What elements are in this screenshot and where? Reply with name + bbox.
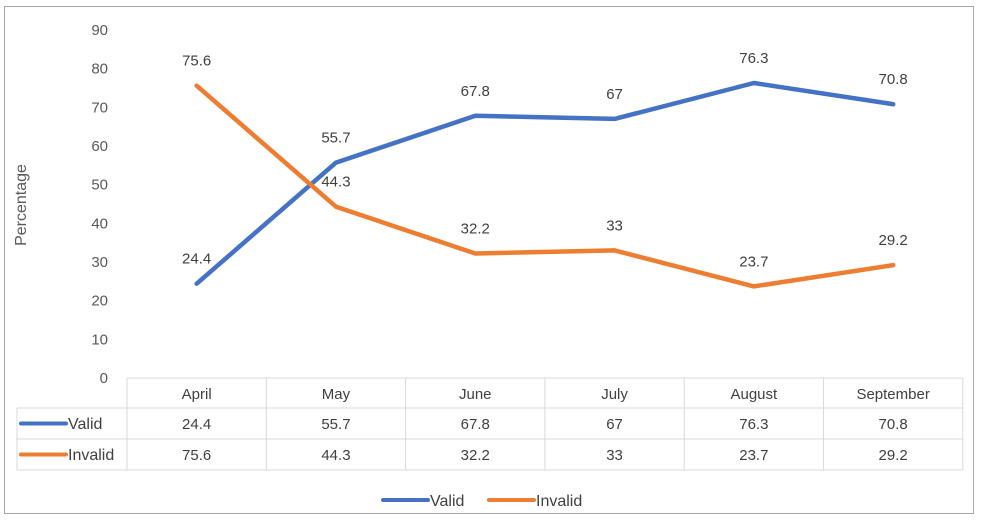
table-series-name: Valid xyxy=(68,416,102,433)
data-point xyxy=(473,113,478,118)
data-label: 32.2 xyxy=(461,220,490,237)
data-point xyxy=(612,248,617,253)
data-label: 75.6 xyxy=(182,53,211,70)
y-tick-label: 0 xyxy=(100,370,108,387)
x-category-label: April xyxy=(182,386,212,403)
table-cell: 32.2 xyxy=(461,447,490,464)
table-cell: 24.4 xyxy=(182,416,211,433)
data-label: 76.3 xyxy=(739,50,768,67)
y-tick-label: 90 xyxy=(91,22,108,39)
data-table: April May June July August September Valid 24.4… xyxy=(16,377,964,471)
table-cell: 44.3 xyxy=(321,447,350,464)
data-label: 23.7 xyxy=(739,253,768,270)
data-label: 29.2 xyxy=(879,232,908,249)
data-label: 33 xyxy=(606,217,623,234)
table-cell: 75.6 xyxy=(182,447,211,464)
table-cell: 67 xyxy=(606,416,623,433)
x-category-label: July xyxy=(601,386,628,403)
y-tick-label: 70 xyxy=(91,99,108,116)
data-point xyxy=(473,251,478,256)
data-label: 70.8 xyxy=(879,71,908,88)
data-label: 44.3 xyxy=(321,174,350,191)
table-cell: 76.3 xyxy=(739,416,768,433)
data-point xyxy=(194,83,199,88)
y-tick-label: 30 xyxy=(91,254,108,271)
table-cell: 55.7 xyxy=(321,416,350,433)
x-category-label: June xyxy=(459,386,492,403)
data-label: 67.8 xyxy=(461,83,490,100)
series-line-valid xyxy=(194,80,896,286)
table-series-name: Invalid xyxy=(68,447,114,464)
data-label: 67 xyxy=(606,86,623,103)
y-axis-title: Percentage xyxy=(13,164,30,246)
x-category-label: August xyxy=(730,386,778,403)
y-tick-label: 60 xyxy=(91,138,108,155)
data-point xyxy=(891,263,896,268)
data-point xyxy=(751,284,756,289)
data-label: 55.7 xyxy=(321,130,350,147)
data-point xyxy=(333,160,338,165)
table-cell: 67.8 xyxy=(461,416,490,433)
y-tick-label: 40 xyxy=(91,215,108,232)
x-category-label: May xyxy=(322,386,351,403)
data-point xyxy=(891,102,896,107)
data-point xyxy=(751,80,756,85)
table-cell: 23.7 xyxy=(739,447,768,464)
y-tick-label: 10 xyxy=(91,331,108,348)
data-label: 24.4 xyxy=(182,251,211,268)
table-cell: 70.8 xyxy=(879,416,908,433)
table-cell: 33 xyxy=(606,447,623,464)
y-axis-ticks: 0 10 20 30 40 50 60 70 80 90 xyxy=(91,22,108,387)
legend-label: Valid xyxy=(430,493,464,510)
legend-label: Invalid xyxy=(536,493,582,510)
y-tick-label: 80 xyxy=(91,61,108,78)
legend: Valid Invalid xyxy=(381,493,582,510)
data-point xyxy=(612,116,617,121)
data-point xyxy=(333,204,338,209)
y-tick-label: 50 xyxy=(91,177,108,194)
series-lines xyxy=(194,80,896,289)
data-labels: 24.4 55.7 67.8 67 76.3 70.8 75.6 44.3 32.2 33 23.7… xyxy=(182,50,908,270)
table-cell: 29.2 xyxy=(879,447,908,464)
series-line-invalid xyxy=(194,83,896,289)
y-tick-label: 20 xyxy=(91,293,108,310)
data-point xyxy=(194,281,199,286)
x-category-label: September xyxy=(856,386,929,403)
